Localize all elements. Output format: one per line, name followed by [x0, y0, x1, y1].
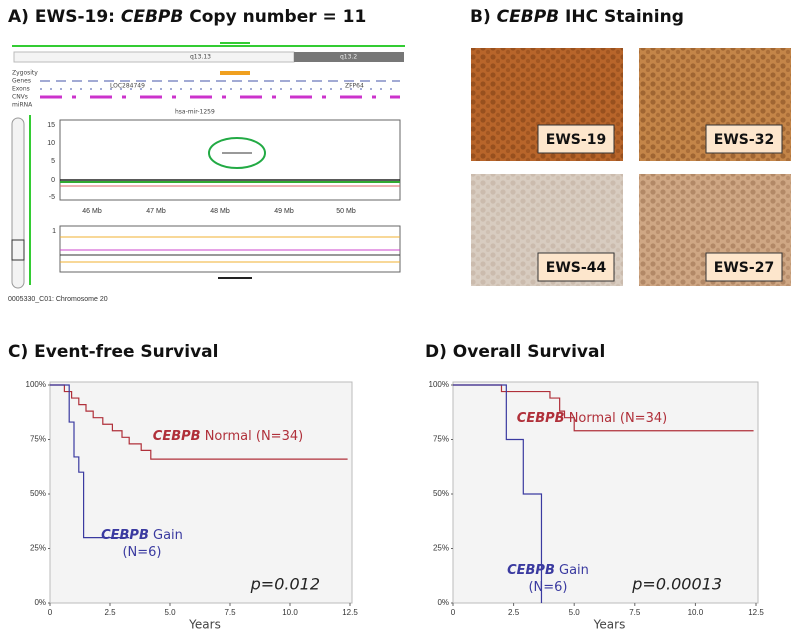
sample-label: EWS-32	[714, 132, 774, 148]
y-tick-label: 75%	[433, 435, 449, 444]
gene-label: LOC284749	[110, 83, 145, 90]
label-part: Normal (N=34)	[201, 429, 304, 444]
track-label: Exons	[12, 86, 30, 93]
x-tick-label: 47 Mb	[146, 208, 166, 215]
x-tick-label: 12.5	[342, 608, 358, 617]
x-tick-label: 49 Mb	[274, 208, 294, 215]
title-gene: CEBPB	[497, 7, 559, 27]
title-gene: CEBPB	[121, 7, 183, 27]
series-label: CEBPB Gain (N=6)	[507, 563, 589, 595]
x-tick-label: 0	[451, 608, 456, 617]
y-tick-label: 1	[52, 228, 56, 235]
track-label: Genes	[12, 78, 31, 85]
x-axis-label: Years	[593, 618, 626, 632]
x-tick-label: 5.0	[569, 608, 581, 617]
y-tick-label: 25%	[433, 544, 449, 553]
chart-title: C) Event-free Survival	[8, 342, 218, 362]
plot-area	[49, 381, 353, 604]
caption: 0005330_C01: Chromosome 20	[8, 296, 108, 303]
label-part: Gain	[555, 563, 589, 578]
series-label: CEBPB Normal (N=34)	[153, 429, 303, 444]
track-label: CNVs	[12, 94, 28, 101]
ihc-images: EWS-19 EWS-32 EWS-44 EWS-27	[471, 48, 791, 286]
survival-curve	[50, 384, 348, 460]
x-tick-label: 46 Mb	[82, 208, 102, 215]
label-part: CEBPB	[507, 563, 555, 578]
y-tick-label: 15	[47, 122, 55, 129]
y-tick-label: 100%	[429, 380, 449, 389]
y-tick-label: 0%	[34, 598, 46, 607]
panel-a-title: A) EWS-19: CEBPB Copy number = 11	[8, 7, 366, 27]
label-part: CEBPB	[101, 528, 149, 543]
gene-label: ZFP64	[345, 83, 364, 90]
title-part: B)	[470, 7, 497, 27]
y-tick-label: 5	[51, 158, 55, 165]
y-tick-label: 100%	[26, 380, 46, 389]
label-part: CEBPB	[153, 429, 201, 444]
sample-label: EWS-44	[546, 260, 607, 276]
x-tick-label: 48 Mb	[210, 208, 230, 215]
label-part: CEBPB	[517, 411, 565, 426]
title-part: Copy number = 11	[183, 7, 366, 27]
x-tick-label: 10.0	[282, 608, 298, 617]
y-tick-label: -5	[49, 194, 55, 201]
label-part: Gain	[149, 528, 183, 543]
x-tick-label: 5.0	[164, 608, 176, 617]
y-tick-label: 0	[51, 177, 55, 184]
label-part: (N=6)	[122, 545, 161, 560]
title-part: A) EWS-19:	[8, 7, 121, 27]
genome-browser: q13.13 q13.2 Zygosity Genes Exons CNVs m…	[8, 42, 405, 303]
chart-title: D) Overall Survival	[425, 342, 605, 362]
x-tick-label: 50 Mb	[336, 208, 356, 215]
x-tick-label: 12.5	[748, 608, 764, 617]
plot-area	[452, 381, 759, 604]
track-label: Zygosity	[12, 70, 38, 77]
y-tick-label: 10	[47, 140, 55, 147]
track-label: miRNA	[12, 102, 33, 109]
band-label: q13.2	[340, 54, 357, 61]
sample-label: EWS-27	[714, 260, 774, 276]
annotation: p=0.012	[250, 575, 320, 594]
sample-label: EWS-19	[546, 132, 606, 148]
y-tick-label: 50%	[433, 489, 449, 498]
survival-curve	[50, 384, 130, 539]
y-tick-label: 25%	[30, 544, 46, 553]
survival-curve	[453, 384, 543, 603]
y-tick-label: 75%	[30, 435, 46, 444]
label-part: Normal (N=34)	[565, 411, 668, 426]
x-tick-label: 7.5	[629, 608, 641, 617]
x-tick-label: 10.0	[688, 608, 704, 617]
y-tick-label: 0%	[437, 598, 449, 607]
title-part: IHC Staining	[559, 7, 684, 27]
y-tick-label: 50%	[30, 489, 46, 498]
label-part: (N=6)	[528, 580, 567, 595]
series-label: CEBPB Normal (N=34)	[517, 411, 667, 426]
survival-curve	[453, 384, 754, 432]
x-tick-label: 0	[48, 608, 53, 617]
x-axis-label: Years	[188, 618, 221, 632]
mirna-label: hsa-mir-1259	[175, 109, 215, 116]
x-tick-label: 2.5	[104, 608, 116, 617]
x-tick-label: 7.5	[224, 608, 236, 617]
band-label: q13.13	[190, 54, 211, 61]
series-label: CEBPB Gain (N=6)	[101, 528, 183, 560]
panel-b-title: B) CEBPB IHC Staining	[470, 7, 684, 27]
annotation: p=0.00013	[631, 575, 722, 594]
x-tick-label: 2.5	[508, 608, 520, 617]
